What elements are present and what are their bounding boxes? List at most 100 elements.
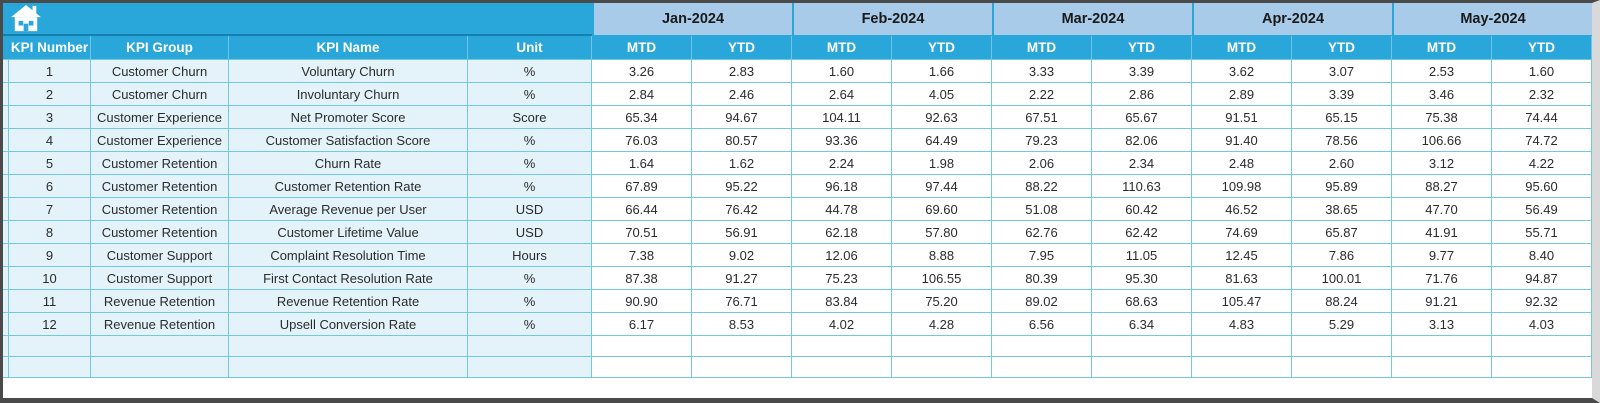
cell-kpi-unit[interactable]: %	[468, 129, 592, 152]
cell-empty-value[interactable]	[1092, 357, 1192, 378]
cell-kpi-group[interactable]: Revenue Retention	[91, 290, 229, 313]
cell-kpi-number[interactable]: 7	[9, 198, 91, 221]
cell-kpi-unit[interactable]: Score	[468, 106, 592, 129]
cell-value[interactable]: 4.83	[1192, 313, 1292, 336]
cell-value[interactable]: 57.80	[892, 221, 992, 244]
cell-kpi-group[interactable]: Customer Churn	[91, 83, 229, 106]
cell-value[interactable]: 3.26	[592, 60, 692, 83]
cell-kpi-number[interactable]: 11	[9, 290, 91, 313]
cell-value[interactable]: 75.20	[892, 290, 992, 313]
cell-value[interactable]: 65.34	[592, 106, 692, 129]
cell-empty-value[interactable]	[592, 357, 692, 378]
cell-value[interactable]: 75.38	[1392, 106, 1492, 129]
period-header-apr-ytd[interactable]: YTD	[1292, 36, 1392, 60]
cell-kpi-group[interactable]: Customer Experience	[91, 129, 229, 152]
cell-value[interactable]: 2.24	[792, 152, 892, 175]
cell-value[interactable]: 4.22	[1492, 152, 1592, 175]
cell-kpi-name[interactable]: Churn Rate	[229, 152, 468, 175]
cell-empty-left[interactable]	[91, 357, 229, 378]
cell-value[interactable]: 89.02	[992, 290, 1092, 313]
period-header-may-ytd[interactable]: YTD	[1492, 36, 1592, 60]
cell-value[interactable]: 74.69	[1192, 221, 1292, 244]
cell-value[interactable]: 2.53	[1392, 60, 1492, 83]
cell-value[interactable]: 76.03	[592, 129, 692, 152]
cell-value[interactable]: 3.39	[1092, 60, 1192, 83]
cell-value[interactable]: 2.60	[1292, 152, 1392, 175]
cell-value[interactable]: 4.03	[1492, 313, 1592, 336]
cell-value[interactable]: 106.66	[1392, 129, 1492, 152]
cell-value[interactable]: 51.08	[992, 198, 1092, 221]
cell-value[interactable]: 11.05	[1092, 244, 1192, 267]
cell-empty-value[interactable]	[692, 336, 792, 357]
cell-value[interactable]: 46.52	[1192, 198, 1292, 221]
cell-kpi-unit[interactable]: %	[468, 152, 592, 175]
cell-kpi-group[interactable]: Customer Support	[91, 267, 229, 290]
cell-value[interactable]: 2.46	[692, 83, 792, 106]
cell-value[interactable]: 7.38	[592, 244, 692, 267]
cell-kpi-group[interactable]: Customer Retention	[91, 175, 229, 198]
cell-kpi-unit[interactable]: %	[468, 175, 592, 198]
cell-empty-value[interactable]	[592, 336, 692, 357]
cell-value[interactable]: 76.71	[692, 290, 792, 313]
cell-value[interactable]: 65.15	[1292, 106, 1392, 129]
cell-value[interactable]: 95.22	[692, 175, 792, 198]
period-header-may-mtd[interactable]: MTD	[1392, 36, 1492, 60]
cell-value[interactable]: 92.63	[892, 106, 992, 129]
cell-empty-left[interactable]	[229, 336, 468, 357]
cell-empty-value[interactable]	[1192, 357, 1292, 378]
cell-value[interactable]: 74.44	[1492, 106, 1592, 129]
cell-value[interactable]: 1.62	[692, 152, 792, 175]
cell-value[interactable]: 3.33	[992, 60, 1092, 83]
cell-value[interactable]: 6.34	[1092, 313, 1192, 336]
cell-kpi-number[interactable]: 1	[9, 60, 91, 83]
cell-value[interactable]: 104.11	[792, 106, 892, 129]
cell-value[interactable]: 2.48	[1192, 152, 1292, 175]
cell-value[interactable]: 88.22	[992, 175, 1092, 198]
cell-value[interactable]: 4.05	[892, 83, 992, 106]
cell-value[interactable]: 93.36	[792, 129, 892, 152]
column-header-unit[interactable]: Unit	[468, 36, 592, 60]
cell-value[interactable]: 105.47	[1192, 290, 1292, 313]
cell-value[interactable]: 65.67	[1092, 106, 1192, 129]
cell-kpi-group[interactable]: Customer Retention	[91, 152, 229, 175]
cell-empty-value[interactable]	[792, 336, 892, 357]
cell-value[interactable]: 41.91	[1392, 221, 1492, 244]
period-header-mar-ytd[interactable]: YTD	[1092, 36, 1192, 60]
cell-value[interactable]: 75.23	[792, 267, 892, 290]
period-header-jan-ytd[interactable]: YTD	[692, 36, 792, 60]
cell-kpi-number[interactable]: 8	[9, 221, 91, 244]
cell-value[interactable]: 71.76	[1392, 267, 1492, 290]
month-header-may[interactable]: May-2024	[1392, 3, 1592, 36]
cell-value[interactable]: 2.64	[792, 83, 892, 106]
cell-value[interactable]: 6.17	[592, 313, 692, 336]
cell-value[interactable]: 91.40	[1192, 129, 1292, 152]
cell-empty-value[interactable]	[1392, 357, 1492, 378]
cell-value[interactable]: 56.49	[1492, 198, 1592, 221]
cell-value[interactable]: 94.87	[1492, 267, 1592, 290]
cell-value[interactable]: 1.64	[592, 152, 692, 175]
cell-kpi-group[interactable]: Customer Support	[91, 244, 229, 267]
cell-value[interactable]: 76.42	[692, 198, 792, 221]
cell-value[interactable]: 91.27	[692, 267, 792, 290]
cell-value[interactable]: 8.88	[892, 244, 992, 267]
cell-value[interactable]: 3.12	[1392, 152, 1492, 175]
cell-value[interactable]: 3.62	[1192, 60, 1292, 83]
cell-kpi-name[interactable]: Complaint Resolution Time	[229, 244, 468, 267]
cell-value[interactable]: 88.27	[1392, 175, 1492, 198]
cell-kpi-unit[interactable]: %	[468, 313, 592, 336]
cell-value[interactable]: 83.84	[792, 290, 892, 313]
cell-value[interactable]: 56.91	[692, 221, 792, 244]
cell-kpi-name[interactable]: Upsell Conversion Rate	[229, 313, 468, 336]
cell-value[interactable]: 92.32	[1492, 290, 1592, 313]
cell-value[interactable]: 70.51	[592, 221, 692, 244]
cell-value[interactable]: 2.32	[1492, 83, 1592, 106]
cell-value[interactable]: 96.18	[792, 175, 892, 198]
cell-kpi-unit[interactable]: %	[468, 83, 592, 106]
cell-value[interactable]: 64.49	[892, 129, 992, 152]
cell-value[interactable]: 69.60	[892, 198, 992, 221]
cell-value[interactable]: 2.89	[1192, 83, 1292, 106]
cell-kpi-name[interactable]: Customer Retention Rate	[229, 175, 468, 198]
cell-value[interactable]: 62.42	[1092, 221, 1192, 244]
cell-empty-value[interactable]	[892, 357, 992, 378]
cell-value[interactable]: 68.63	[1092, 290, 1192, 313]
